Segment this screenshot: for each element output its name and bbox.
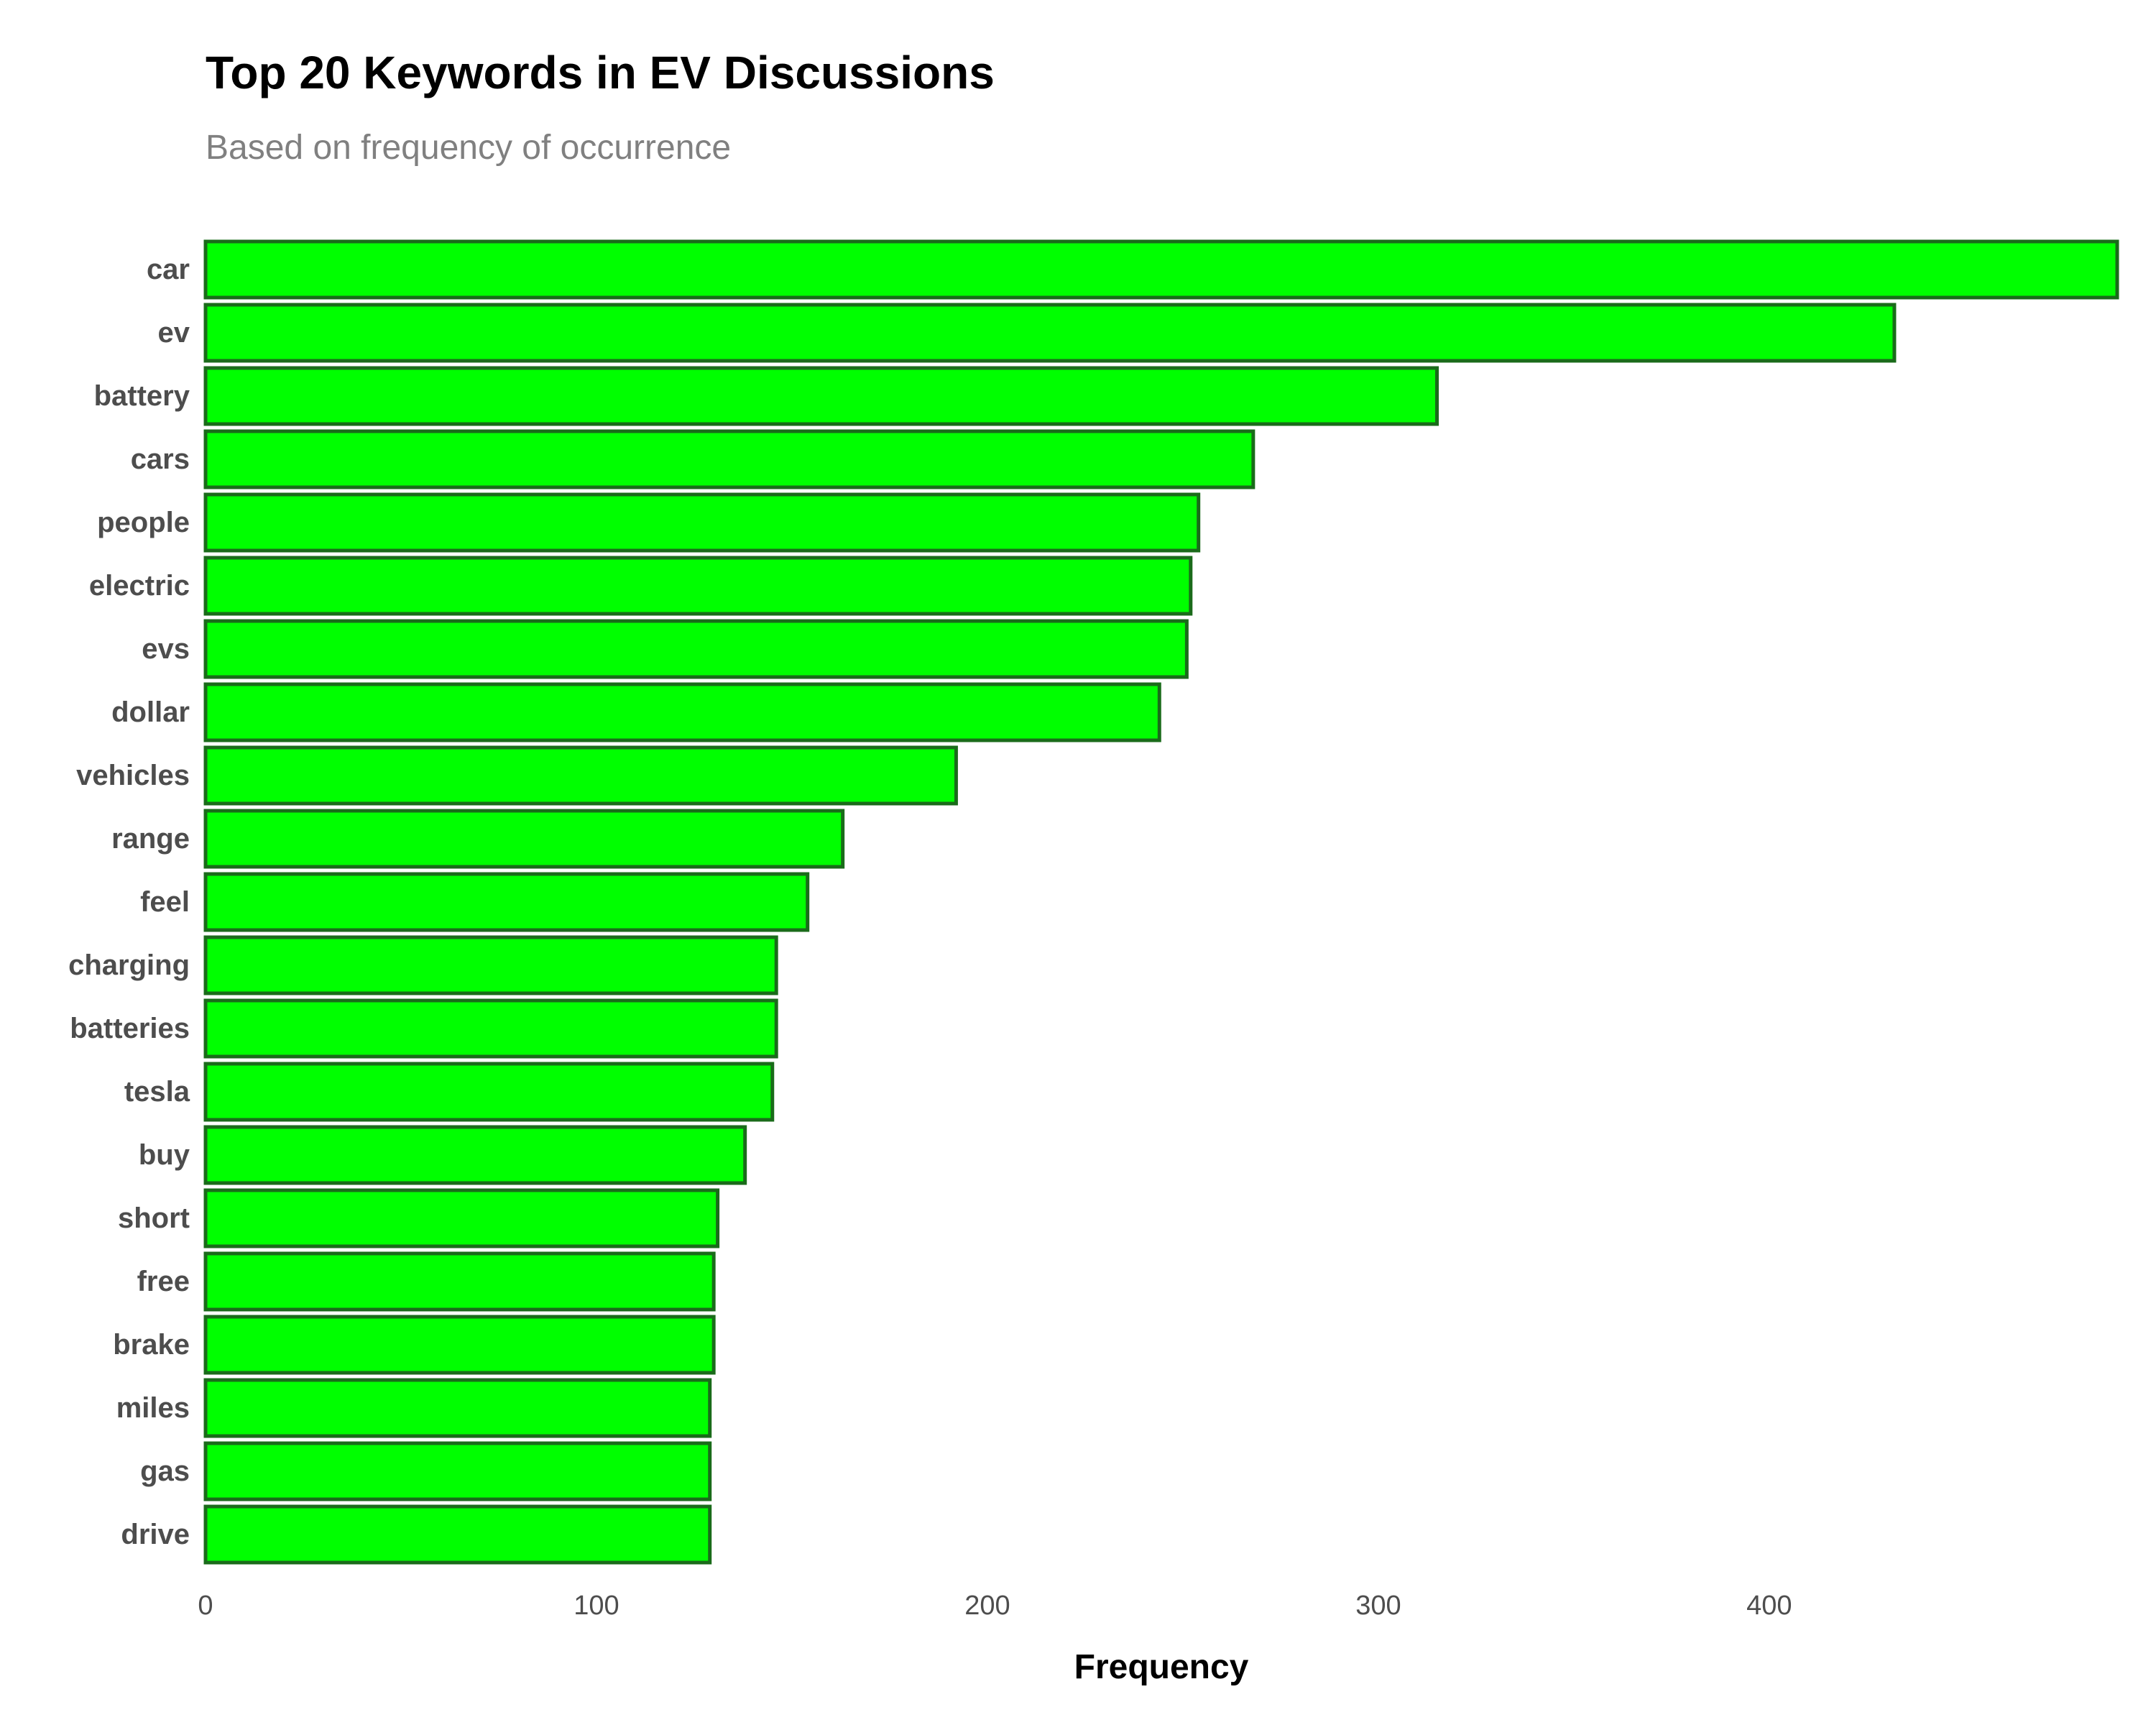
category-label: buy <box>139 1139 190 1171</box>
category-label: charging <box>68 949 190 981</box>
bar-buy <box>203 1125 747 1185</box>
category-label: ev <box>158 317 190 349</box>
category-label: range <box>111 823 190 855</box>
bar-miles <box>203 1378 712 1438</box>
x-axis-title: Frequency <box>1074 1648 1249 1686</box>
bar-people <box>203 492 1201 553</box>
category-label: free <box>137 1266 190 1297</box>
category-label: cars <box>131 443 190 475</box>
category-label: gas <box>140 1455 190 1487</box>
bar-battery <box>203 366 1439 426</box>
bar-brake <box>203 1315 716 1375</box>
x-tick-label: 200 <box>964 1591 1010 1621</box>
x-tick-label: 300 <box>1355 1591 1401 1621</box>
category-label: tesla <box>124 1076 190 1108</box>
category-label: people <box>97 507 190 538</box>
bar-drive <box>203 1504 712 1565</box>
x-tick-label: 100 <box>573 1591 619 1621</box>
category-label: drive <box>121 1519 190 1550</box>
bar-free <box>203 1251 716 1312</box>
bar-gas <box>203 1441 712 1501</box>
bar-batteries <box>203 998 778 1059</box>
category-label: evs <box>142 633 190 665</box>
category-label: vehicles <box>76 760 190 791</box>
bar-ev <box>203 303 1897 363</box>
bars-layer <box>203 239 2119 1565</box>
category-label: electric <box>89 570 190 602</box>
category-label: battery <box>94 380 190 412</box>
bar-tesla <box>203 1062 775 1122</box>
chart-subtitle: Based on frequency of occurrence <box>206 129 732 167</box>
category-label: short <box>118 1202 190 1234</box>
bar-car <box>203 239 2119 300</box>
category-label: batteries <box>70 1013 190 1044</box>
bar-cars <box>203 429 1256 489</box>
bar-electric <box>203 556 1193 616</box>
bar-vehicles <box>203 745 958 806</box>
bar-feel <box>203 872 810 932</box>
category-labels: car ev battery cars people electric evs dollar v… <box>68 254 190 1550</box>
x-tick-label: 400 <box>1746 1591 1792 1621</box>
chart-title: Top 20 Keywords in EV Discussions <box>206 47 995 98</box>
category-label: dollar <box>111 696 190 728</box>
category-label: brake <box>113 1329 190 1361</box>
category-label: feel <box>140 886 190 918</box>
bar-charging <box>203 935 778 995</box>
category-label: miles <box>116 1392 190 1424</box>
bar-short <box>203 1188 720 1248</box>
x-tick-label: 0 <box>198 1591 213 1621</box>
category-label: car <box>147 254 190 285</box>
bar-evs <box>203 619 1189 679</box>
x-axis-ticks: 0 100 200 300 400 <box>198 1591 1792 1621</box>
bar-dollar <box>203 682 1161 742</box>
bar-range <box>203 809 845 869</box>
